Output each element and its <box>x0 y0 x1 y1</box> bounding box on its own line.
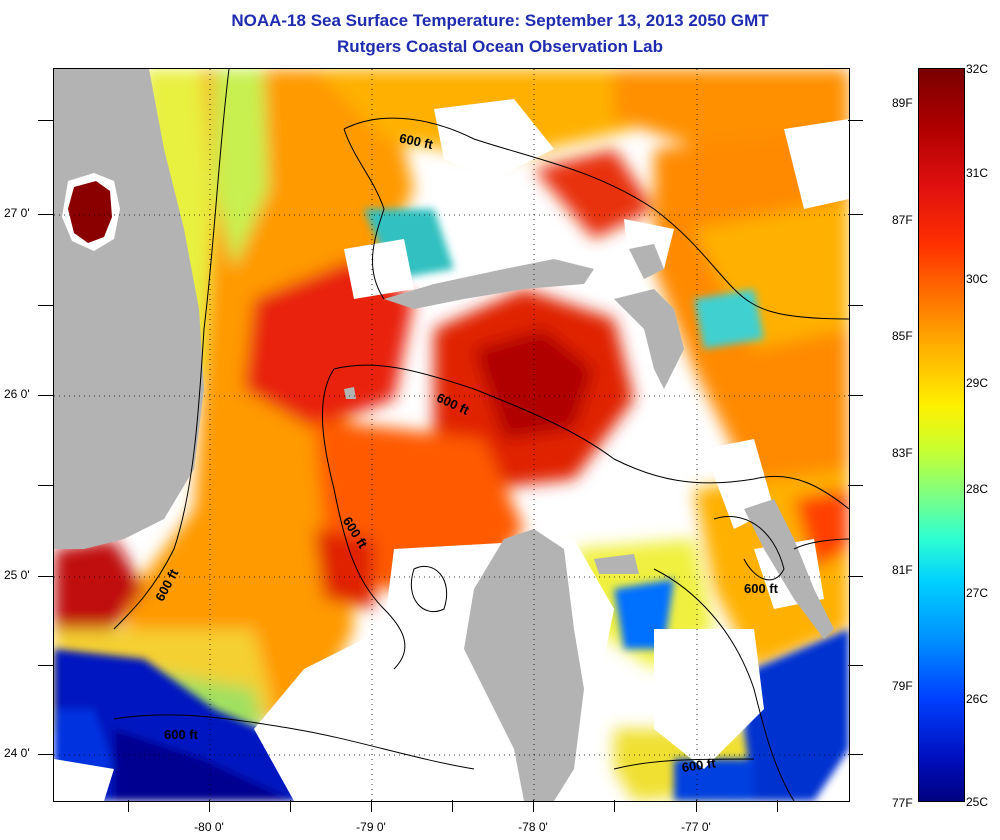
contour-label: 600 ft <box>398 130 435 152</box>
graticule <box>54 69 849 801</box>
colorbar-fahrenheit-label: 83F <box>892 446 913 460</box>
contour-label: 600 ft <box>681 755 717 775</box>
longitude-label: -79 0' <box>356 820 386 834</box>
cold-water-patches <box>54 209 849 801</box>
colorbar-celsius-label: 30C <box>966 272 989 286</box>
colorbar-celsius-label: 28C <box>966 482 989 496</box>
contour-label: 600 ft <box>164 727 199 742</box>
colorbar-celsius-label: 27C <box>966 586 989 600</box>
bathymetry-contours <box>113 69 849 801</box>
contour-label: 600 ft <box>744 581 779 596</box>
temperature-colorbar <box>918 68 965 802</box>
colorbar-celsius-label: 26C <box>966 692 989 706</box>
longitude-label: -80 0' <box>194 820 224 834</box>
colorbar-fahrenheit-label: 85F <box>892 329 913 343</box>
colorbar-fahrenheit-label: 79F <box>892 679 913 693</box>
longitude-label: -78 0' <box>518 820 548 834</box>
latitude-label: 24 0' <box>4 746 30 760</box>
latitude-label: 26 0' <box>4 387 30 401</box>
colorbar-celsius-label: 25C <box>966 795 989 809</box>
colorbar-celsius-label: 32C <box>966 62 989 76</box>
sst-map-canvas: 600 ft 600 ft 600 ft 600 ft 600 ft 600 f… <box>54 69 849 801</box>
map-subtitle: Rutgers Coastal Ocean Observation Lab <box>337 37 663 56</box>
longitude-label: -77 0' <box>681 820 711 834</box>
colorbar-celsius-label: 31C <box>966 166 989 180</box>
colorbar-fahrenheit-label: 81F <box>892 563 913 577</box>
sst-map: 600 ft 600 ft 600 ft 600 ft 600 ft 600 f… <box>53 68 850 802</box>
colorbar-celsius-label: 29C <box>966 376 989 390</box>
colorbar-fahrenheit-label: 77F <box>892 796 913 810</box>
colorbar-fahrenheit-label: 87F <box>892 213 913 227</box>
colorbar-fahrenheit-label: 89F <box>892 96 913 110</box>
latitude-label: 25 0' <box>4 568 30 582</box>
lake-okeechobee <box>62 173 120 251</box>
latitude-label: 27 0' <box>4 206 30 220</box>
map-title: NOAA-18 Sea Surface Temperature: Septemb… <box>231 11 769 30</box>
